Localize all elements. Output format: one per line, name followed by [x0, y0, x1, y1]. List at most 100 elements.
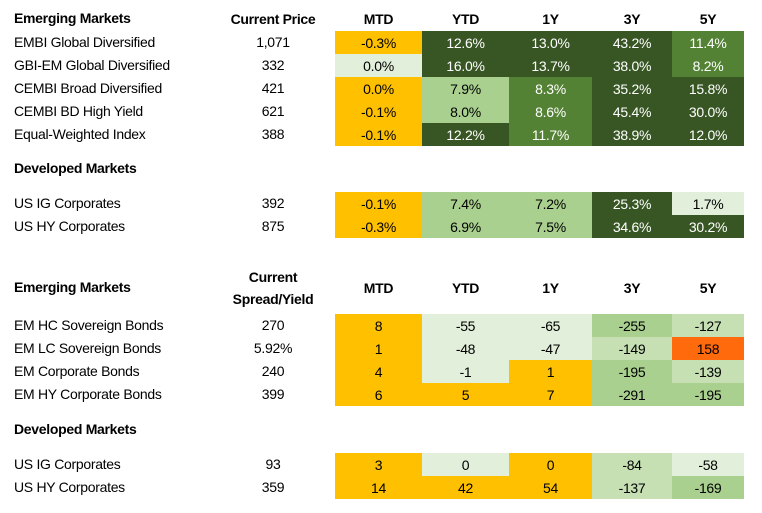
data-cell: -58 — [672, 453, 744, 476]
row-value: 5.92% — [253, 340, 293, 356]
data-cell: 30.2% — [672, 215, 744, 238]
row-value: 332 — [261, 57, 285, 73]
row-label: GBI-EM Global Diversified — [14, 57, 170, 73]
data-cell: 38.0% — [592, 54, 672, 77]
column-header-1y: 1Y — [542, 11, 559, 27]
row-value: 388 — [261, 126, 285, 142]
data-cell: -0.3% — [335, 215, 422, 238]
data-cell: 8.2% — [672, 54, 744, 77]
data-cell: 0.0% — [335, 54, 422, 77]
data-cell: 1 — [335, 337, 422, 360]
data-cell: 8.3% — [509, 77, 592, 100]
data-cell: 1.7% — [672, 192, 744, 215]
section-title: Developed Markets — [14, 421, 137, 437]
data-cell: 5 — [422, 383, 509, 406]
row-value: 875 — [261, 218, 285, 234]
data-cell: -47 — [509, 337, 592, 360]
data-cell: -0.3% — [335, 31, 422, 54]
section-header: Emerging Markets — [14, 279, 131, 295]
data-cell: 11.7% — [509, 123, 592, 146]
row-label: EM LC Sovereign Bonds — [14, 340, 162, 356]
row-label: EM Corporate Bonds — [14, 363, 140, 379]
row-value: 399 — [261, 386, 285, 402]
data-cell: 6 — [335, 383, 422, 406]
data-cell: 7 — [509, 383, 592, 406]
data-cell: 11.4% — [672, 31, 744, 54]
column-header-ytd: YTD — [451, 280, 480, 296]
row-label: EM HC Sovereign Bonds — [14, 317, 164, 333]
data-cell: -0.1% — [335, 192, 422, 215]
row-value: 359 — [261, 479, 285, 495]
data-cell: -84 — [592, 453, 672, 476]
row-value: 621 — [261, 103, 285, 119]
column-header-mtd: MTD — [363, 11, 394, 27]
row-value: 1,071 — [256, 34, 290, 50]
section-header: Emerging Markets — [14, 10, 131, 26]
row-label: EMBI Global Diversified — [14, 34, 155, 50]
section-title: Developed Markets — [14, 160, 137, 176]
row-value: 240 — [261, 363, 285, 379]
data-cell: 7.9% — [422, 77, 509, 100]
column-header-value-line2: Spread/Yield — [232, 291, 314, 307]
data-cell: 25.3% — [592, 192, 672, 215]
row-label: EM HY Corporate Bonds — [14, 386, 162, 402]
data-cell: 38.9% — [592, 123, 672, 146]
row-label: CEMBI BD High Yield — [14, 103, 143, 119]
data-cell: 16.0% — [422, 54, 509, 77]
data-cell: 0 — [422, 453, 509, 476]
row-label: US HY Corporates — [14, 218, 125, 234]
data-cell: -255 — [592, 314, 672, 337]
data-cell: 42 — [422, 476, 509, 499]
row-label: US IG Corporates — [14, 456, 121, 472]
data-cell: 12.2% — [422, 123, 509, 146]
row-label: CEMBI Broad Diversified — [14, 80, 162, 96]
data-cell: -48 — [422, 337, 509, 360]
data-cell: 0 — [509, 453, 592, 476]
row-value: 421 — [261, 80, 285, 96]
data-cell: 54 — [509, 476, 592, 499]
data-cell: -139 — [672, 360, 744, 383]
row-label: Equal-Weighted Index — [14, 126, 146, 142]
data-cell: 12.0% — [672, 123, 744, 146]
column-header-value: Current Price — [230, 11, 316, 27]
data-cell: 43.2% — [592, 31, 672, 54]
data-cell: 3 — [335, 453, 422, 476]
data-cell: 1 — [509, 360, 592, 383]
data-cell: 4 — [335, 360, 422, 383]
data-cell: 12.6% — [422, 31, 509, 54]
row-value: 392 — [261, 195, 285, 211]
data-cell: 7.4% — [422, 192, 509, 215]
row-label: US HY Corporates — [14, 479, 125, 495]
column-header-value-line1: Current — [248, 269, 298, 285]
row-value: 93 — [265, 456, 281, 472]
column-header-3y: 3Y — [623, 280, 641, 296]
column-header-1y: 1Y — [542, 280, 559, 296]
data-cell: -149 — [592, 337, 672, 360]
data-cell: 45.4% — [592, 100, 672, 123]
data-cell: -1 — [422, 360, 509, 383]
row-value: 270 — [261, 317, 285, 333]
data-cell: 14 — [335, 476, 422, 499]
data-cell: 30.0% — [672, 100, 744, 123]
data-cell: -0.1% — [335, 100, 422, 123]
data-cell: -65 — [509, 314, 592, 337]
row-label: US IG Corporates — [14, 195, 121, 211]
data-cell: 13.0% — [509, 31, 592, 54]
data-cell: 35.2% — [592, 77, 672, 100]
data-cell: 158 — [672, 337, 744, 360]
data-cell: -55 — [422, 314, 509, 337]
data-cell: 8 — [335, 314, 422, 337]
data-cell: -169 — [672, 476, 744, 499]
data-cell: -291 — [592, 383, 672, 406]
data-cell: -0.1% — [335, 123, 422, 146]
data-cell: -195 — [592, 360, 672, 383]
column-header-mtd: MTD — [363, 280, 394, 296]
column-header-3y: 3Y — [623, 11, 641, 27]
column-header-ytd: YTD — [451, 11, 480, 27]
column-header-5y: 5Y — [699, 11, 717, 27]
data-cell: 6.9% — [422, 215, 509, 238]
data-cell: -195 — [672, 383, 744, 406]
data-cell: 34.6% — [592, 215, 672, 238]
data-cell: -127 — [672, 314, 744, 337]
data-cell: 8.6% — [509, 100, 592, 123]
